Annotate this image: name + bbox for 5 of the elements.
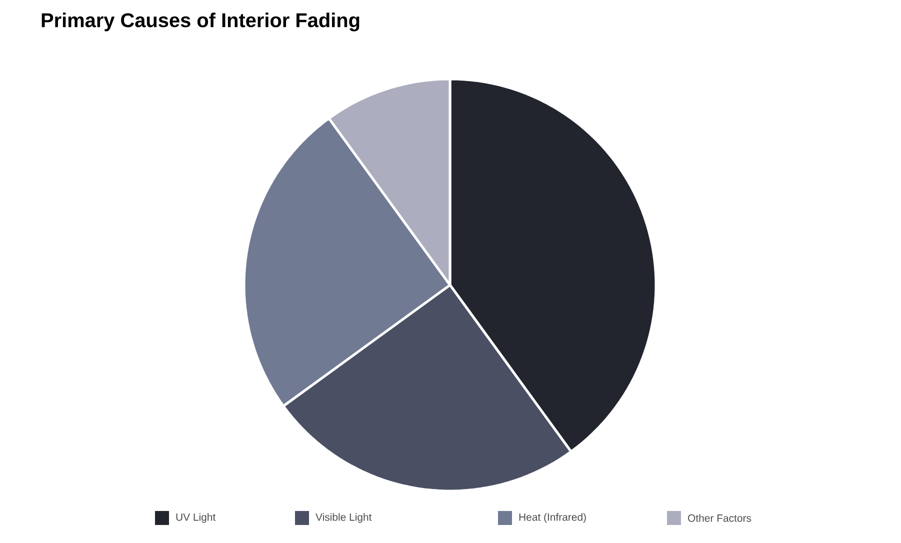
legend-label: Other Factors — [688, 514, 752, 522]
legend-label: Heat (Infrared) — [519, 513, 586, 523]
chart-title: Primary Causes of Interior Fading — [42, 12, 360, 32]
legend-label: Visible Light — [316, 513, 372, 523]
legend-label: UV Light — [176, 513, 216, 523]
